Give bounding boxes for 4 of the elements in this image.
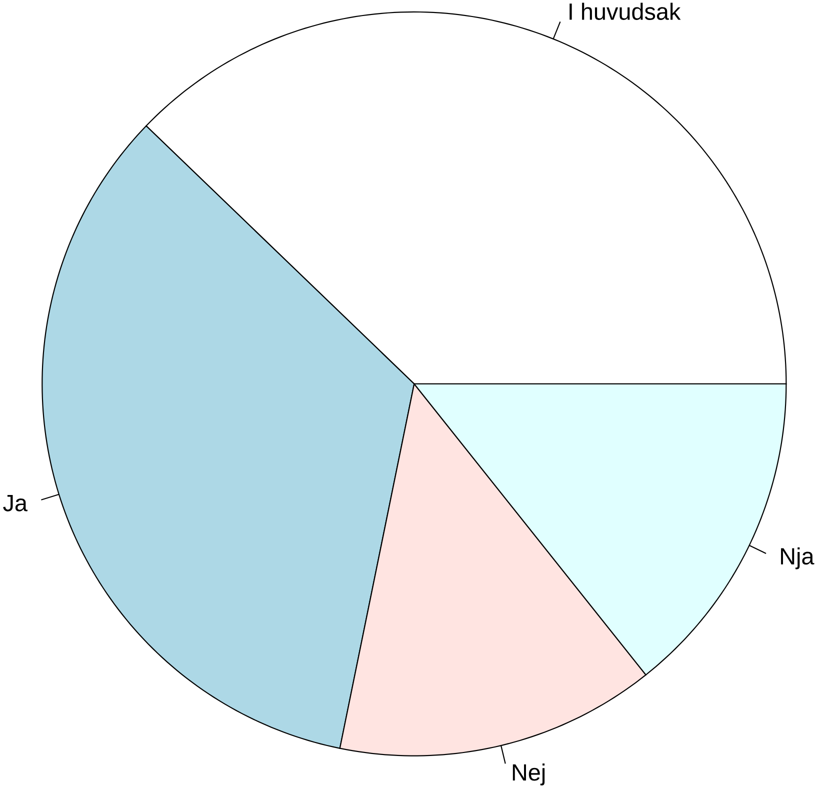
slice-label: Nja (781, 547, 814, 570)
slice-label: Nej (512, 763, 545, 786)
slice-label: I huvudsak (570, 2, 681, 20)
slice-label: Ja (3, 494, 28, 512)
